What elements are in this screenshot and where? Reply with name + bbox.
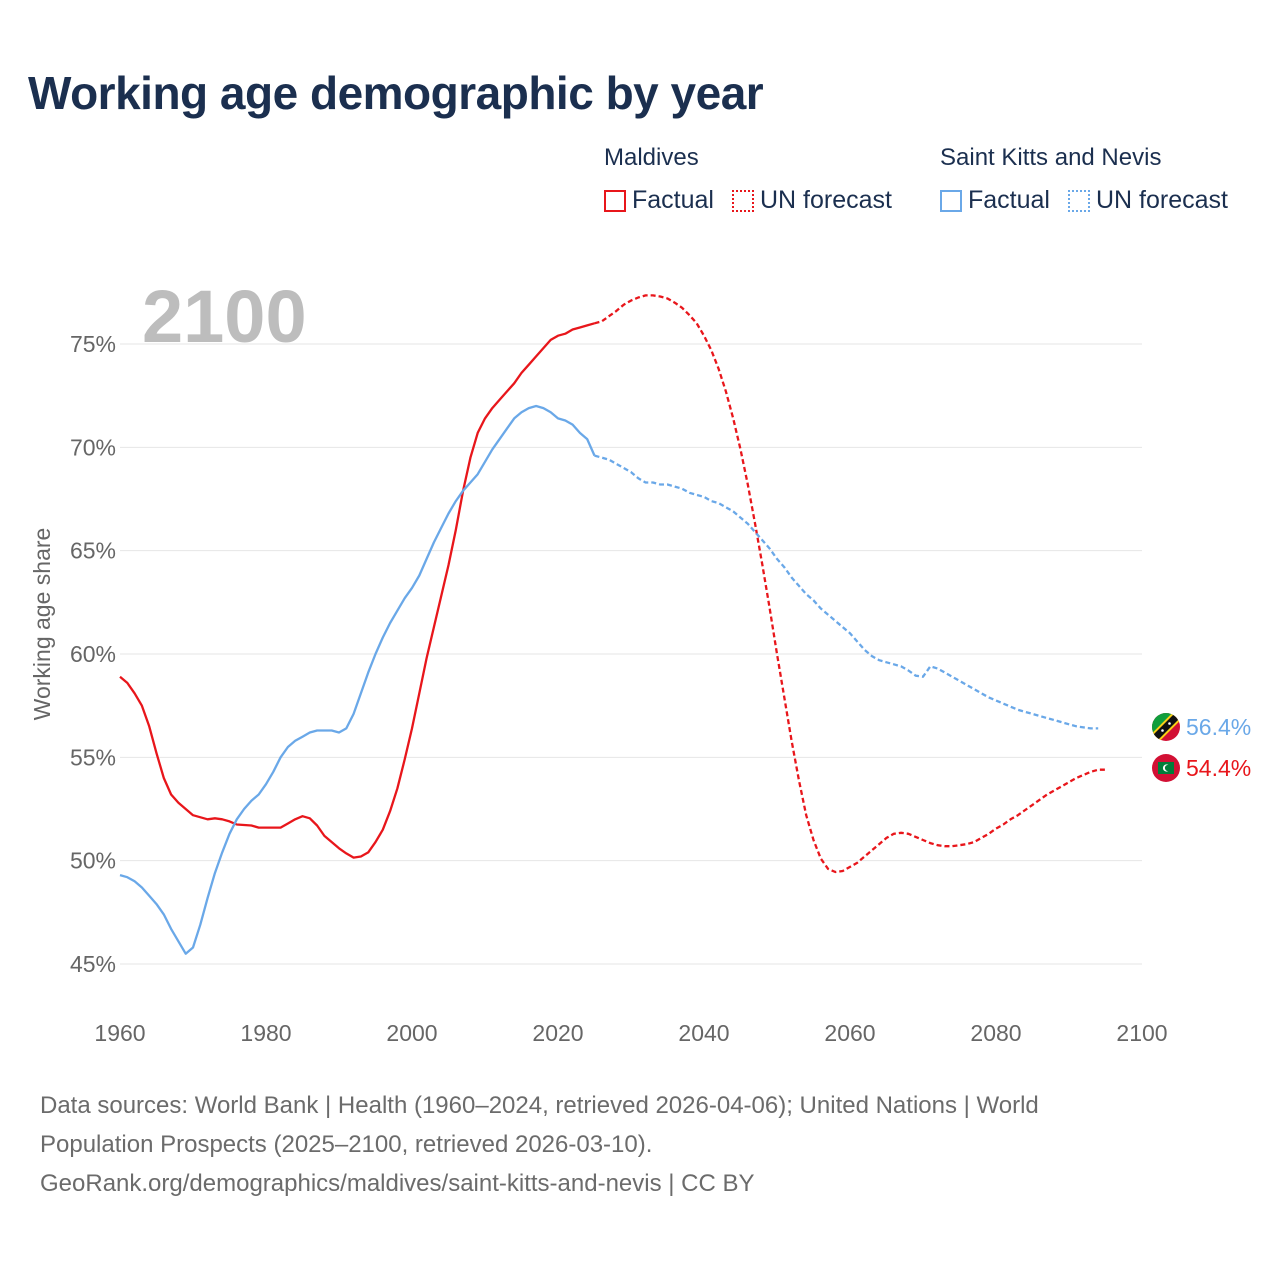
y-tick-label: 70% — [70, 434, 116, 460]
y-tick-label: 65% — [70, 538, 116, 564]
y-tick-label: 75% — [70, 331, 116, 357]
series-lines — [119, 294, 1106, 955]
legend-label: Factual — [632, 186, 714, 214]
x-axis-ticks: 1960 1980 2000 2020 2040 2060 2080 2100 — [94, 1020, 1167, 1046]
legend-item-skn-forecast[interactable]: UN forecast — [1067, 186, 1228, 215]
footer-line: Data sources: World Bank | Health (1960–… — [40, 1092, 1039, 1119]
x-tick-label: 2040 — [678, 1020, 729, 1046]
legend-label: UN forecast — [1095, 186, 1228, 214]
x-tick-label: 2080 — [970, 1020, 1021, 1046]
y-axis-label: Working age share — [29, 528, 55, 721]
series-line-saint-kitts-and-nevis-factual — [119, 404, 596, 955]
x-tick-label: 1960 — [94, 1020, 145, 1046]
year-watermark: 2100 — [142, 275, 307, 358]
y-tick-label: 50% — [70, 848, 116, 874]
legend-group-title: Maldives — [604, 144, 699, 171]
footer-line: GeoRank.org/demographics/maldives/saint-… — [40, 1170, 755, 1197]
legend-swatch-solid — [940, 189, 962, 212]
legend-group-saint-kitts-and-nevis: Saint Kitts and Nevis Factual UN forecas… — [940, 144, 1228, 215]
footer-sources: Data sources: World Bank | Health (1960–… — [40, 1086, 1220, 1203]
legend-item-skn-factual[interactable]: Factual — [940, 186, 1050, 215]
y-tick-label: 60% — [70, 641, 116, 667]
grid-lines — [120, 343, 1142, 965]
series-line-maldives-factual — [119, 322, 595, 859]
y-tick-label: 55% — [70, 744, 116, 770]
series-line-maldives-forecast — [594, 294, 1106, 874]
x-tick-label: 2020 — [532, 1020, 583, 1046]
line-chart: 2100 45% 50% 55% 60% 65% 70% 75% 1960 1980 2000 2… — [29, 275, 1251, 1046]
end-value-label-maldives: 54.4% — [1186, 755, 1251, 781]
y-axis-ticks: 45% 50% 55% 60% 65% 70% 75% — [70, 331, 116, 977]
series-line-saint-kitts-and-nevis-forecast — [594, 454, 1099, 730]
legend-item-maldives-factual[interactable]: Factual — [604, 186, 714, 215]
legend-swatch-solid — [604, 189, 626, 212]
legend-swatch-dotted — [1067, 189, 1090, 212]
legend-item-maldives-forecast[interactable]: UN forecast — [731, 186, 892, 215]
x-tick-label: 2000 — [386, 1020, 437, 1046]
end-value-label-saint-kitts-and-nevis: 56.4% — [1186, 714, 1251, 740]
legend-group-maldives: Maldives Factual UN forecast — [604, 144, 892, 215]
maldives-flag-icon — [1152, 754, 1180, 782]
legend-label: Factual — [968, 186, 1050, 214]
chart-title: Working age demographic by year — [28, 67, 764, 119]
legend-group-title: Saint Kitts and Nevis — [940, 144, 1162, 171]
saint-kitts-and-nevis-flag-icon — [1152, 713, 1180, 741]
x-tick-label: 1980 — [240, 1020, 291, 1046]
x-tick-label: 2060 — [824, 1020, 875, 1046]
footer-line: Population Prospects (2025–2100, retriev… — [40, 1131, 653, 1158]
legend-label: UN forecast — [759, 186, 892, 214]
y-tick-label: 45% — [70, 951, 116, 977]
legend-swatch-dotted — [731, 189, 754, 212]
x-tick-label: 2100 — [1116, 1020, 1167, 1046]
